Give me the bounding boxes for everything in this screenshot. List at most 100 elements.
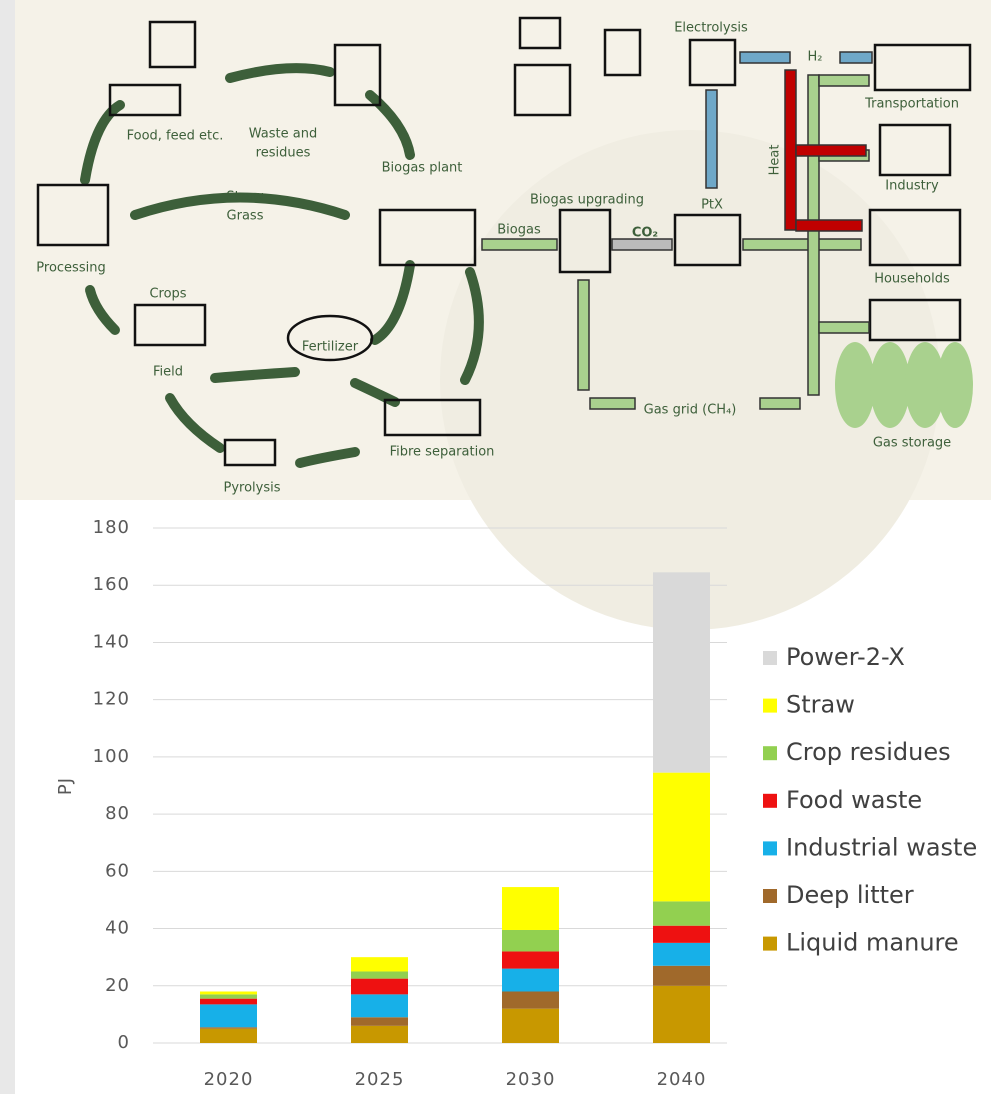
bar-segment (502, 968, 559, 992)
bar-segment (351, 957, 408, 972)
label: Gas storage (873, 436, 951, 451)
legend-swatch (763, 889, 777, 903)
x-tick-label: 2040 (657, 1069, 707, 1090)
wind-icon (513, 63, 572, 117)
y-tick-label: 140 (93, 631, 130, 652)
bar-segment (200, 998, 257, 1005)
ptx-icon (673, 213, 742, 267)
legend-label: Industrial waste (786, 833, 977, 861)
bar-segment (351, 971, 408, 979)
label: H₂ (808, 50, 823, 65)
legend-label: Deep litter (786, 881, 914, 909)
label: residues (256, 146, 311, 161)
label: PtX (701, 198, 723, 213)
bar-segment (200, 1027, 257, 1029)
pipe (784, 69, 797, 231)
label: Crops (149, 287, 186, 302)
label: Biogas plant (382, 161, 463, 176)
cow-icon (108, 83, 182, 117)
label: Field (153, 365, 183, 380)
label: Processing (36, 261, 105, 276)
y-tick-label: 40 (105, 918, 130, 939)
gas-storage (835, 342, 973, 428)
label: Pyrolysis (223, 481, 280, 496)
bar-segment (200, 994, 257, 999)
bar-segment (200, 1028, 257, 1043)
label: Biogas upgrading (530, 193, 644, 208)
legend-swatch (763, 746, 777, 761)
bar-segment (502, 951, 559, 969)
y-tick-label: 20 (105, 975, 130, 996)
heat-unit-icon (868, 298, 962, 342)
pipe (795, 144, 867, 157)
y-tick-label: 80 (105, 803, 130, 824)
pipe (589, 397, 636, 410)
label: Fertilizer (302, 340, 359, 355)
solar-icon (518, 16, 562, 50)
label: Industry (885, 179, 939, 194)
bar-segment (653, 572, 710, 773)
legend-label: Power-2-X (786, 643, 905, 671)
pipe (759, 397, 801, 410)
label: Food, feed etc. (127, 129, 224, 144)
truck-icon (873, 43, 972, 92)
label: Heat (768, 145, 783, 176)
diagram: Food, feed etc. Waste and residues Bioga… (15, 0, 991, 630)
bar-segment (653, 901, 710, 926)
arrow (370, 260, 415, 345)
legend-label: Food waste (786, 786, 922, 814)
pipe (742, 238, 862, 251)
arrow (295, 447, 360, 468)
legend-label: Liquid manure (786, 929, 959, 957)
legend-swatch (763, 936, 777, 951)
legend-swatch (763, 841, 777, 856)
bar-segment (351, 1017, 408, 1026)
legend-label: Straw (786, 691, 855, 719)
pipe (795, 219, 863, 232)
pipe (577, 279, 590, 391)
bar-segment (502, 991, 559, 1009)
arrow (80, 100, 125, 185)
electrolysis-icon (688, 38, 737, 87)
y-axis-label: PJ (55, 777, 76, 795)
bar-segment (502, 1008, 559, 1043)
pyrolysis-icon (223, 438, 277, 467)
arrow (85, 285, 120, 335)
biogas-plant-icon (378, 208, 477, 267)
pipe (739, 51, 791, 64)
bar-segment (653, 965, 710, 986)
label: Biogas (497, 223, 541, 238)
arrow (225, 63, 335, 83)
label: CO₂ (632, 226, 658, 241)
legend-swatch (763, 651, 777, 665)
label: Fibre separation (390, 445, 495, 460)
pipe (818, 321, 870, 334)
bar-segment (653, 942, 710, 966)
processing-icon (36, 183, 110, 247)
arrow (130, 192, 350, 220)
y-tick-label: 180 (93, 517, 130, 538)
legend-swatch (763, 793, 777, 808)
x-tick-label: 2020 (204, 1069, 254, 1090)
pipe (839, 51, 873, 64)
label: Straw (226, 190, 264, 205)
legend-swatch (763, 698, 777, 713)
bar-segment (653, 985, 710, 1043)
label: Households (874, 272, 950, 287)
pipe (807, 74, 820, 396)
label: Waste and (249, 127, 317, 142)
upgrading-icon (558, 208, 612, 274)
arrow (210, 367, 300, 383)
bar-segment (502, 929, 559, 952)
bar-segment (200, 991, 257, 995)
y-tick-label: 0 (118, 1032, 130, 1053)
pipe (818, 74, 870, 87)
arrow (365, 90, 415, 160)
industry-icon (878, 123, 952, 177)
pipe (481, 238, 558, 251)
arrow (460, 267, 484, 385)
house-icon (868, 208, 962, 267)
pipe (705, 89, 718, 189)
